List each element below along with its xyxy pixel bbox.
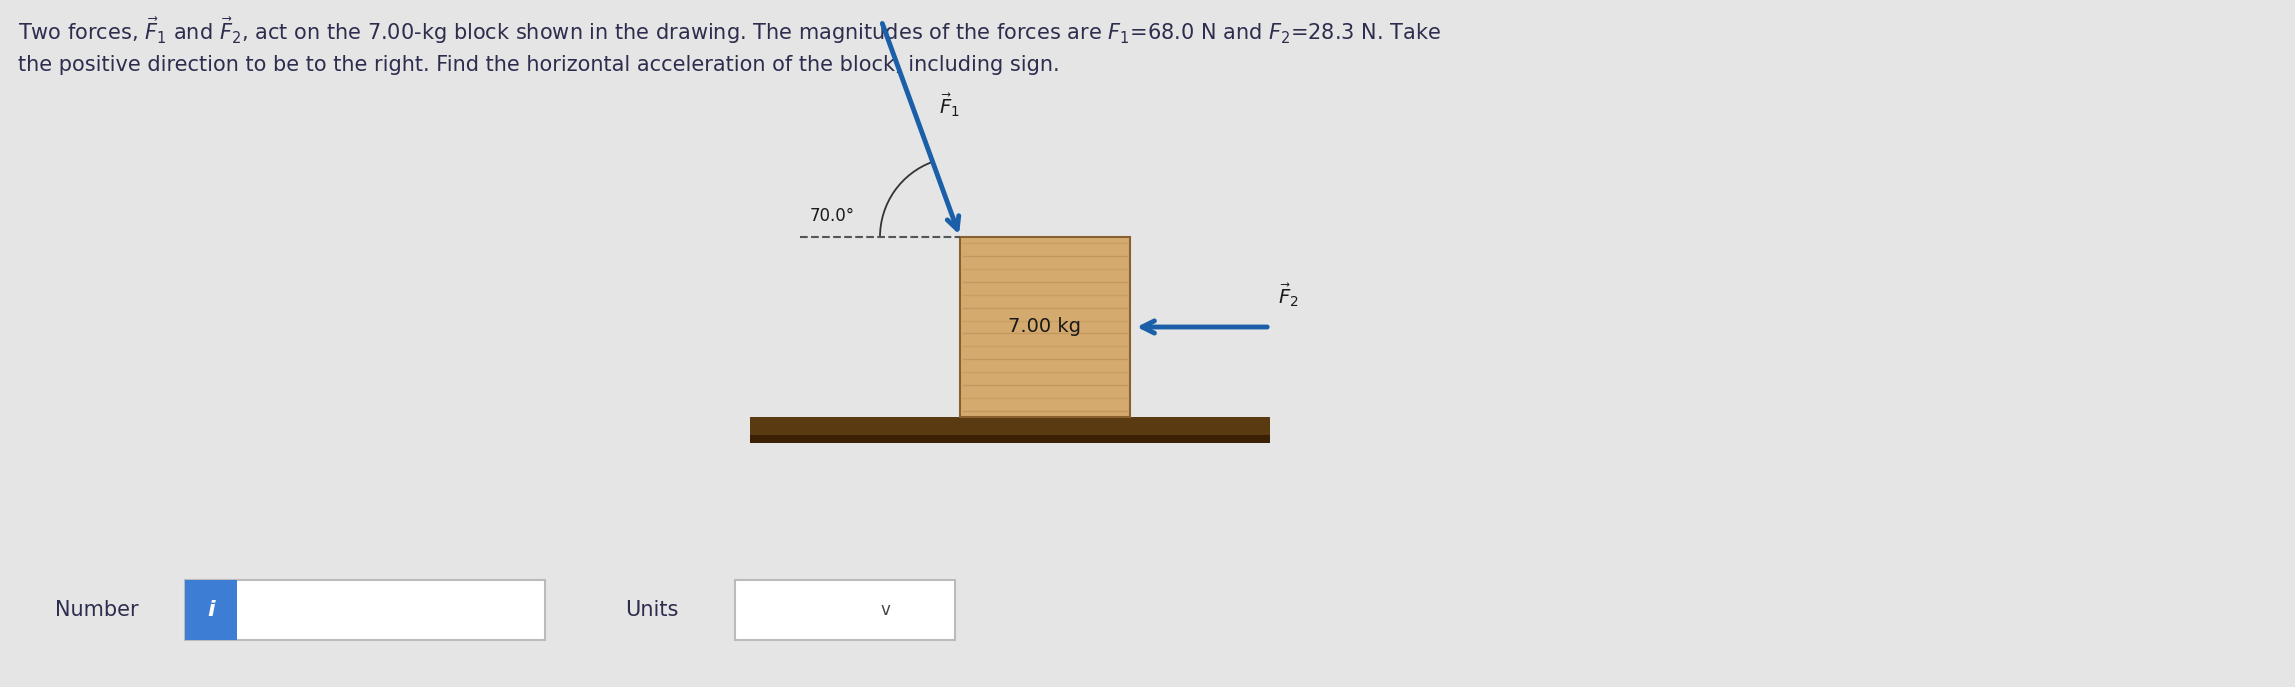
Bar [959, 237, 1129, 417]
Bar [750, 435, 1269, 443]
Text: v: v [879, 601, 890, 619]
Text: the positive direction to be to the right. Find the horizontal acceleration of t: the positive direction to be to the righ… [18, 55, 1060, 75]
Text: $\vec{F}_1$: $\vec{F}_1$ [939, 91, 959, 119]
Text: i: i [207, 600, 216, 620]
Text: 70.0°: 70.0° [810, 207, 856, 225]
Text: Units: Units [624, 600, 679, 620]
Text: $\vec{F}_2$: $\vec{F}_2$ [1278, 282, 1299, 309]
Text: 7.00 kg: 7.00 kg [1008, 317, 1081, 337]
Text: Two forces, $\vec{F}_1$ and $\vec{F}_2$, act on the 7.00-kg block shown in the d: Two forces, $\vec{F}_1$ and $\vec{F}_2$,… [18, 15, 1441, 46]
Bar [750, 417, 1269, 435]
Text: Number: Number [55, 600, 138, 620]
Bar [186, 580, 236, 640]
Bar [186, 580, 544, 640]
Bar [734, 580, 955, 640]
